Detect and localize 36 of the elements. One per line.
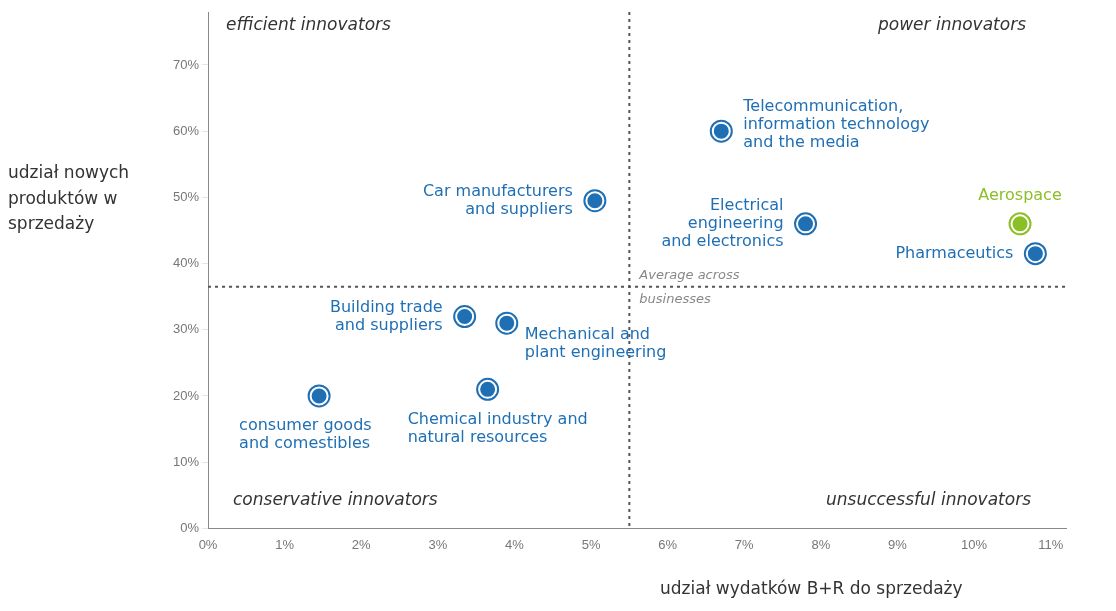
series-label: Mechanical and plant engineering xyxy=(524,324,667,362)
series-label: Aerospace xyxy=(978,185,1062,205)
y-tick-label: 40% xyxy=(172,255,200,271)
y-axis-title: udział nowych produktów w sprzedaży xyxy=(8,162,130,233)
x-axis-title: udział wydatków B+R do sprzedaży xyxy=(660,578,963,598)
x-tick-label: 4% xyxy=(505,536,525,552)
x-tick-label: 2% xyxy=(351,536,372,552)
series-label: Pharmaceutics xyxy=(895,242,1014,262)
annotation: power innovators xyxy=(876,14,1027,35)
x-tick-label: 7% xyxy=(734,536,755,552)
x-tick-label: 0% xyxy=(198,536,218,552)
x-tick-label: 10% xyxy=(961,536,988,552)
y-tick-label: 50% xyxy=(172,188,200,204)
y-tick-label: 60% xyxy=(172,122,200,138)
x-tick-label: 1% xyxy=(275,536,295,552)
series-label: Telecommunication, information technology and the media xyxy=(742,96,930,152)
y-tick-label: 10% xyxy=(172,453,200,469)
series-label: Chemical industry and natural resources xyxy=(407,408,588,446)
x-tick-label: 8% xyxy=(811,536,831,552)
x-tick-label: 6% xyxy=(658,536,678,552)
series-label: consumer goods and comestibles xyxy=(239,415,372,453)
series-label: Car manufacturers and suppliers xyxy=(422,180,573,218)
x-tick-label: 3% xyxy=(428,536,448,552)
x-tick-label: 11% xyxy=(1038,536,1064,552)
y-tick-label: 70% xyxy=(172,56,200,72)
series-label: Electrical engineering and electronics xyxy=(661,195,784,251)
y-tick-label: 30% xyxy=(172,321,200,337)
annotation: efficient innovators xyxy=(226,14,392,35)
ref-line-label: Average across businesses xyxy=(638,267,740,307)
x-tick-label: 9% xyxy=(888,536,908,552)
annotation: conservative innovators xyxy=(233,488,438,509)
y-tick-label: 20% xyxy=(172,387,200,403)
y-tick-label: 0% xyxy=(180,519,200,535)
annotation: unsuccessful innovators xyxy=(826,488,1032,509)
series-label: Building trade and suppliers xyxy=(329,296,443,334)
x-tick-label: 5% xyxy=(581,536,601,552)
